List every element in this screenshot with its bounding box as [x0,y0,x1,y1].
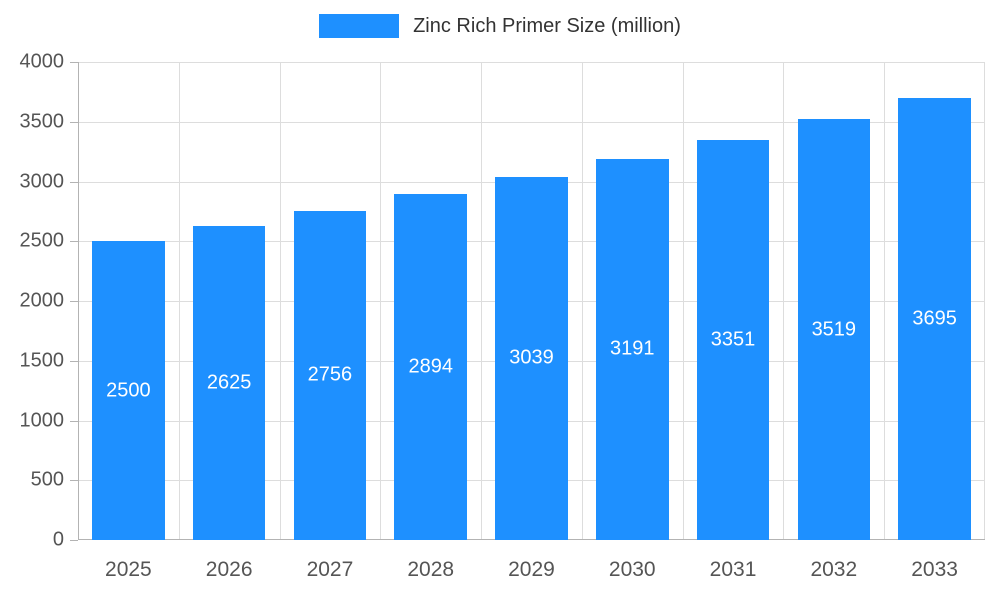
y-axis-tick [70,360,78,362]
y-axis-tick [70,480,78,482]
x-axis-label: 2028 [407,558,455,581]
bar-value-label: 2500 [106,379,151,402]
h-gridline [78,121,985,123]
y-axis-label: 3500 [19,110,65,133]
x-axis-label: 2031 [709,558,757,581]
x-axis-label: 2030 [608,558,656,581]
v-gridline [984,62,985,540]
bar-value-label: 2756 [307,363,353,386]
v-gridline [783,62,785,540]
x-axis-label: 2027 [306,558,354,581]
y-axis-label: 4000 [19,50,65,73]
y-axis-tick [70,121,78,123]
y-axis-tick [70,241,78,243]
y-axis-label: 0 [52,528,64,551]
bar: 2756 [293,210,367,540]
v-gridline [279,62,281,540]
bar-value-label: 2894 [408,355,453,378]
bar-value-label: 3519 [811,318,857,341]
y-axis-tick [70,62,78,63]
y-axis-tick [70,301,78,302]
bar: 2625 [192,226,266,540]
y-axis-label: 2500 [19,229,65,252]
legend-label: Zinc Rich Primer Size (million) [413,14,681,37]
bar-value-label: 3695 [912,307,957,330]
y-axis-label: 1500 [19,349,65,372]
bar: 2500 [92,241,165,540]
v-gridline [884,62,886,540]
v-gridline [178,62,180,540]
bar: 3695 [898,98,971,540]
y-axis-line [78,62,79,540]
y-axis-label: 1000 [19,409,65,431]
bar: 3191 [595,158,669,540]
v-gridline [380,62,382,540]
y-axis-label: 2000 [19,289,65,312]
bar: 2894 [394,194,467,540]
x-axis-label: 2033 [911,558,958,581]
v-gridline [682,62,684,540]
legend-swatch [319,14,400,38]
plot-area: 0 500 1000 1500 2000 2500 3000 3500 4000 2500 2025… [20,51,985,581]
y-axis-label: 500 [30,468,64,491]
y-axis-tick [70,540,78,541]
bar-value-label: 3351 [710,328,756,351]
x-axis-label: 2029 [508,558,555,581]
legend: Zinc Rich Primer Size (million) [0,14,1000,38]
y-axis-tick [70,420,78,422]
bar: 3039 [495,176,568,540]
bar: 3351 [696,139,770,540]
v-gridline [481,62,483,540]
bar-value-label: 3191 [610,337,655,360]
v-gridline [581,62,583,540]
x-axis-label: 2026 [205,558,253,581]
y-axis-tick [70,181,78,183]
y-axis-label: 3000 [19,170,65,192]
bar: 3519 [797,119,871,540]
bar-value-label: 3039 [509,346,554,369]
x-axis-label: 2032 [810,558,858,581]
x-axis-label: 2025 [105,558,152,581]
bar-value-label: 2625 [206,371,252,394]
h-gridline [78,62,985,63]
